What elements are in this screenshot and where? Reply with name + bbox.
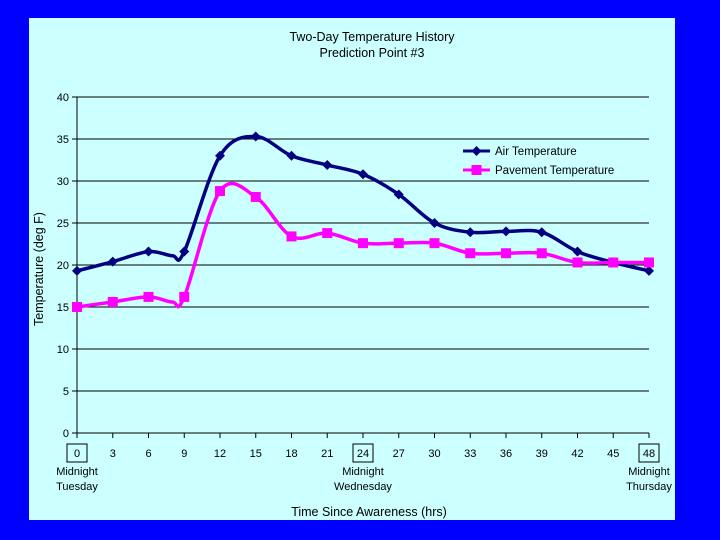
x-axis-label: Time Since Awareness (hrs) — [291, 505, 447, 519]
legend-swatch-marker — [471, 165, 482, 175]
x-tick-label: 9 — [181, 448, 187, 460]
x-tick-label: 45 — [607, 448, 619, 460]
data-point — [286, 231, 297, 242]
data-point — [143, 246, 154, 257]
data-point — [536, 227, 547, 238]
data-point — [501, 248, 511, 259]
chart-panel: Two-Day Temperature History Prediction P… — [29, 18, 675, 520]
x-tick-label: 42 — [571, 448, 583, 460]
data-point — [644, 257, 654, 268]
day-labels: Midnight Tuesday Midnight Wednesday Midnight… — [56, 466, 672, 493]
data-point — [322, 160, 333, 171]
data-point — [179, 246, 190, 257]
x-tick-label: 33 — [464, 448, 476, 460]
y-tick-label: 0 — [63, 428, 69, 440]
gridlines — [72, 96, 649, 434]
x-tick-labels: 0 3 6 9 12 15 18 21 24 27 30 33 36 39 42 45 48 — [66, 433, 660, 463]
legend: Air Temperature Pavement Temperature — [463, 146, 614, 177]
x-tick-label: 12 — [214, 448, 226, 460]
data-point — [143, 291, 154, 302]
data-point — [286, 150, 297, 161]
x-tick-label: 36 — [500, 448, 512, 460]
data-point — [250, 191, 261, 202]
x-tick-label: 48 — [643, 448, 655, 460]
y-tick-label: 35 — [57, 134, 69, 146]
data-point — [322, 228, 333, 239]
temperature-chart: Two-Day Temperature History Prediction P… — [32, 30, 672, 519]
x-tick-label: 0 — [74, 448, 80, 460]
data-point — [215, 150, 225, 161]
data-point — [465, 248, 476, 259]
x-tick-label: 30 — [428, 448, 440, 460]
data-point — [358, 238, 368, 249]
y-tick-label: 20 — [57, 260, 69, 272]
y-tick-labels: 0 5 10 15 20 25 30 35 40 — [57, 92, 69, 440]
day-label-line1: Midnight — [56, 466, 98, 478]
data-point — [393, 189, 404, 200]
x-tick-label: 3 — [110, 448, 116, 460]
data-point — [572, 257, 583, 268]
data-point — [179, 291, 190, 302]
x-tick-label: 27 — [393, 448, 405, 460]
day-label-line1: Midnight — [342, 466, 384, 478]
data-point — [250, 131, 261, 142]
chart-title: Two-Day Temperature History — [289, 30, 455, 44]
data-point — [107, 256, 118, 267]
series-group — [72, 131, 654, 312]
x-tick-label: 15 — [250, 448, 262, 460]
data-point — [536, 248, 547, 259]
y-tick-label: 10 — [57, 344, 69, 356]
data-point — [644, 265, 654, 276]
x-tick-label: 24 — [357, 448, 369, 460]
day-label-line1: Midnight — [628, 466, 670, 478]
chart-subtitle: Prediction Point #3 — [320, 46, 425, 60]
legend-swatch-marker — [471, 146, 482, 156]
x-tick-box-48 — [638, 443, 660, 463]
y-tick-label: 40 — [57, 92, 69, 104]
data-point — [501, 226, 511, 237]
data-point — [72, 302, 82, 312]
y-tick-label: 25 — [57, 218, 69, 230]
x-tick-label: 6 — [145, 448, 151, 460]
x-tick-box-0 — [66, 443, 88, 463]
x-tick-box-24 — [352, 443, 374, 463]
data-point — [72, 265, 82, 276]
y-tick-label: 30 — [57, 176, 69, 188]
legend-label: Air Temperature — [495, 146, 577, 158]
x-tick-label: 21 — [321, 448, 333, 460]
data-point — [358, 169, 368, 180]
data-point — [465, 227, 476, 238]
data-point — [393, 238, 404, 249]
y-tick-label: 15 — [57, 302, 69, 314]
series-air-temperature — [72, 131, 654, 276]
legend-label: Pavement Temperature — [495, 165, 614, 177]
data-point — [429, 238, 440, 249]
data-point — [429, 218, 440, 228]
day-label-line2: Tuesday — [56, 481, 98, 493]
x-tick-label: 39 — [536, 448, 548, 460]
x-tick-label: 18 — [285, 448, 297, 460]
data-point — [572, 246, 583, 257]
day-label-line2: Wednesday — [334, 481, 392, 493]
data-point — [107, 296, 118, 307]
y-axis-label: Temperature (deg F) — [32, 212, 46, 326]
data-point — [608, 257, 619, 268]
y-tick-label: 5 — [63, 386, 69, 398]
day-label-line2: Thursday — [626, 481, 672, 493]
series-pavement-temperature — [72, 181, 654, 312]
data-point — [215, 186, 225, 197]
